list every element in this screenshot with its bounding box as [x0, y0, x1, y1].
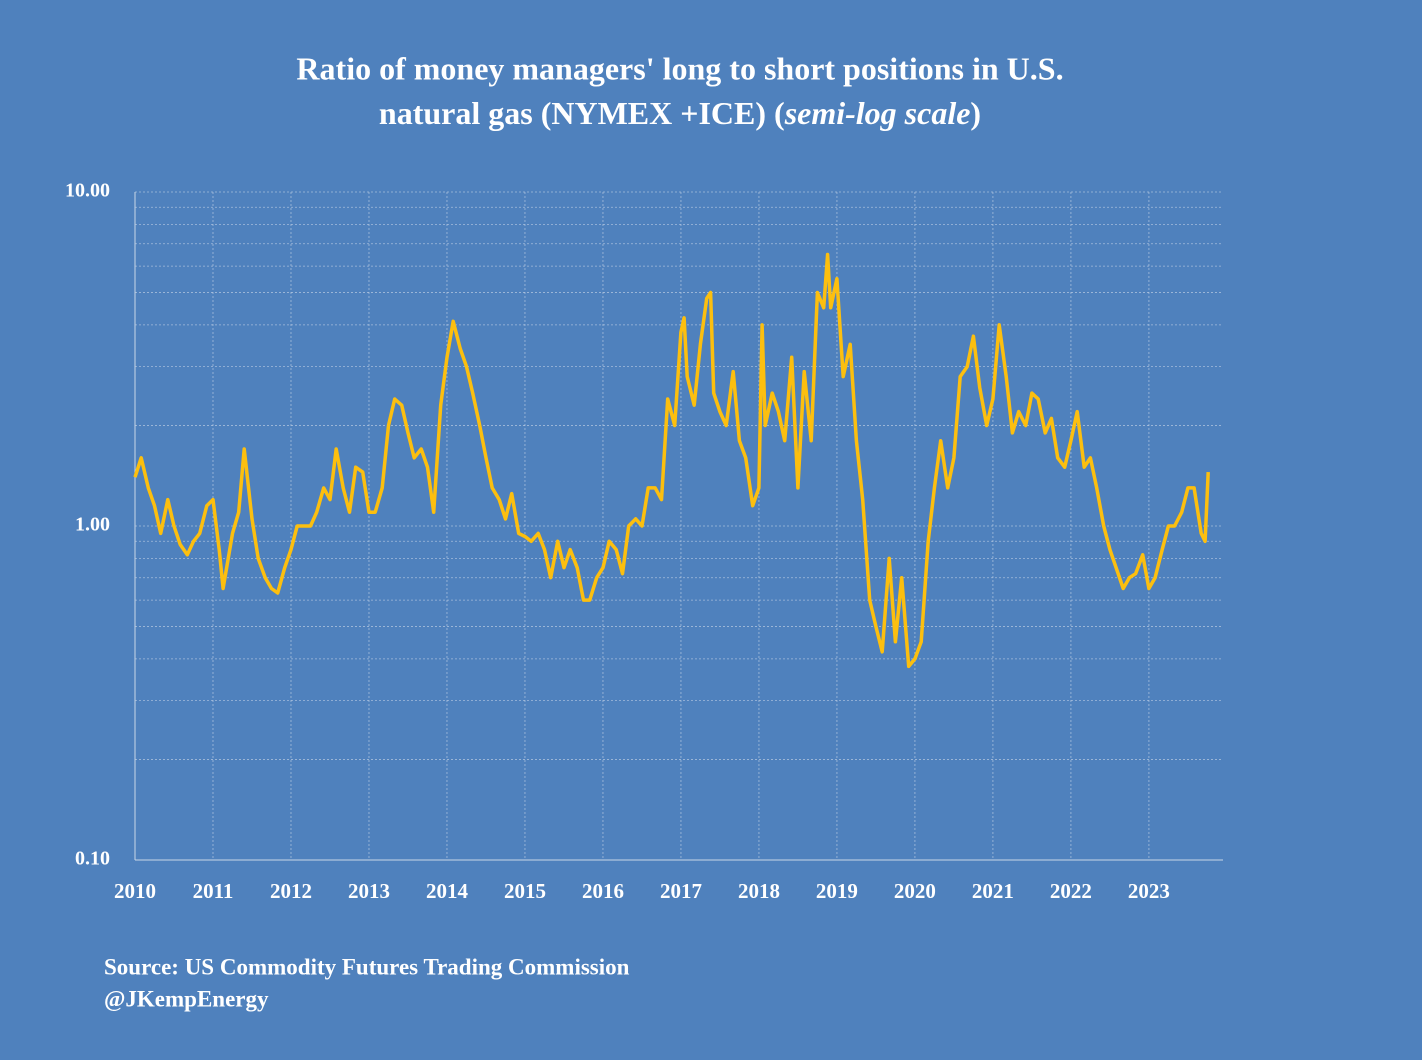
- x-tick-label: 2011: [193, 879, 234, 903]
- x-tick-label: 2015: [504, 879, 546, 903]
- chart-title-part: natural gas (NYMEX +ICE) (: [379, 95, 785, 131]
- chart-title-part: semi-log scale: [784, 95, 971, 131]
- x-tick-label: 2018: [738, 879, 780, 903]
- chart-title: Ratio of money managers' long to short p…: [296, 50, 1063, 86]
- y-tick-label: 10.00: [65, 180, 110, 202]
- source: Source: US Commodity Futures Trading Com…: [104, 954, 630, 979]
- chart-title: natural gas (NYMEX +ICE) (semi-log scale…: [379, 95, 981, 131]
- y-tick-label: 0.10: [75, 848, 110, 870]
- x-tick-label: 2010: [114, 879, 156, 903]
- x-tick-label: 2017: [660, 879, 702, 903]
- x-tick-label: 2023: [1128, 879, 1170, 903]
- y-tick-label: 1.00: [75, 514, 110, 536]
- chart-title-part: ): [970, 95, 981, 131]
- x-tick-label: 2021: [972, 879, 1014, 903]
- x-tick-label: 2013: [348, 879, 390, 903]
- x-tick-label: 2012: [270, 879, 312, 903]
- x-tick-label: 2014: [426, 879, 469, 903]
- line-series: [133, 252, 1210, 669]
- x-tick-label: 2019: [816, 879, 858, 903]
- source: @JKempEnergy: [104, 986, 269, 1012]
- x-tick-label: 2022: [1050, 879, 1092, 903]
- x-tick-label: 2016: [582, 879, 624, 903]
- x-tick-label: 2020: [894, 879, 936, 903]
